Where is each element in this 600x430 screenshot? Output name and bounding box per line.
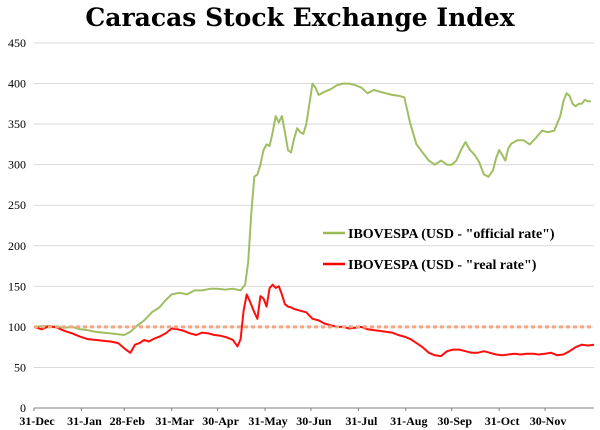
y-tick-label: 350 [8, 117, 26, 131]
legend: IBOVESPA (USD - "official rate") IBOVESPA… [323, 227, 555, 273]
x-tick-label: 31-Jul [345, 414, 378, 428]
x-tick-label: 31-Mar [155, 414, 194, 428]
y-tick-label: 450 [8, 36, 26, 50]
x-tick-label: 31-Aug [390, 414, 427, 428]
y-axis-tick-labels: 0 50 100 150 200 250 300 350 400 450 [8, 36, 26, 415]
y-tick-label: 250 [8, 198, 26, 212]
series-lines [33, 82, 595, 358]
x-tick-label: 30-Apr [202, 414, 239, 428]
chart-title: Caracas Stock Exchange Index [85, 3, 515, 32]
y-tick-label: 300 [8, 158, 26, 172]
x-tick-label: 30-Jun [296, 414, 332, 428]
y-tick-label: 0 [20, 401, 26, 415]
x-axis-tick-labels: 31-Dec 31-Jan 28-Feb 31-Mar 30-Apr 31-May 30-J… [19, 408, 566, 428]
x-tick-label: 31-Dec [19, 414, 55, 428]
x-tick-label: 31-May [248, 414, 287, 428]
y-tick-label: 200 [8, 239, 26, 253]
x-tick-label: 30-Sep [437, 414, 472, 428]
x-tick-label: 31-Oct [485, 414, 520, 428]
series-line-real-rate [33, 283, 595, 358]
y-tick-label: 400 [8, 77, 26, 91]
y-tick-label: 50 [14, 360, 26, 374]
x-tick-label: 28-Feb [110, 414, 146, 428]
legend-label: IBOVESPA (USD - "real rate") [348, 258, 537, 273]
series-line-official-rate [33, 82, 591, 336]
legend-label: IBOVESPA (USD - "official rate") [348, 227, 555, 242]
y-tick-label: 100 [8, 320, 26, 334]
y-tick-label: 150 [8, 279, 26, 293]
x-tick-label: 31-Jan [67, 414, 102, 428]
x-tick-label: 30-Nov [530, 414, 567, 428]
